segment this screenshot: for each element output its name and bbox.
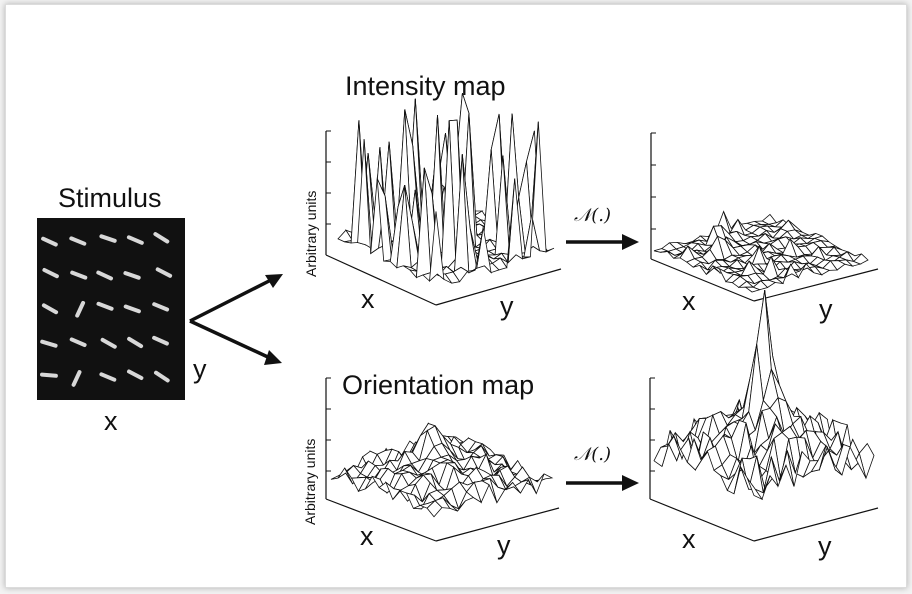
intensity-normalized-y-label: y [819,294,833,324]
stimulus-bar [75,300,86,318]
orientation-raw-axes [325,377,560,542]
intensity-y-axis-label: Arbitrary units [303,191,319,277]
orientation-raw-x-label: x [360,521,374,551]
intensity-raw-y-label: y [500,291,514,321]
stimulus-bar [96,301,114,311]
stimulus-bar [71,370,82,387]
intensity-normalized-axes [650,132,879,302]
stimulus-bar [153,232,170,244]
orientation-y-axis-label: Arbitrary units [302,439,318,525]
orientation-raw-surface [330,422,554,518]
stimulus-bar [127,369,144,380]
surface-facet [746,477,764,501]
stimulus-bar [152,302,170,312]
stimulus-bar [69,236,87,246]
orientation-normalized-y-label: y [818,531,832,561]
stimulus-bar [99,372,117,382]
normalization-operator-label: 𝒩(.) [574,205,611,226]
surface-facet [744,286,761,293]
split-arrows [189,274,283,365]
stimulus-bar [41,303,59,315]
saliency-diagram: Stimulus y x Intensity map Orientation m… [37,71,879,561]
figure-panel: Stimulus y x Intensity map Orientation m… [5,4,907,588]
stimulus-bar [40,372,58,378]
stimulus-bar [126,235,144,245]
stimulus-title: Stimulus [58,183,162,213]
intensity-title: Intensity map [345,71,506,101]
stimulus-bar [127,336,144,349]
surface-facet [429,211,445,282]
orientation-normalized-surface [653,290,875,501]
stimulus-bar [99,234,117,243]
stimulus-bar [100,337,117,349]
stimulus-x-label: x [104,406,118,436]
stimulus-bar [40,339,58,348]
stimulus-y-label: y [193,354,207,384]
stimulus-bar [96,270,113,281]
normalization-operator-label-bottom: 𝒩(.) [574,444,611,465]
stimulus-bar [154,370,170,383]
orientation-raw-y-label: y [497,530,511,560]
stimulus-bar [152,335,169,346]
surface-facet [426,500,443,518]
intensity-normalized-x-label: x [682,286,696,316]
stimulus-bar [123,271,141,280]
stimulus-bar [155,267,173,278]
stimulus-bar [123,304,141,314]
stimulus-bar [41,236,58,247]
orientation-normalized-axes [649,377,879,542]
stimulus-bars [40,232,173,387]
normalization-operator-bottom: 𝒩(.) [566,444,639,491]
stimulus-bar [42,268,59,279]
normalization-operator-top: 𝒩(.) [566,205,639,250]
intensity-raw-surface [337,93,555,284]
stimulus-bar [69,337,87,347]
intensity-raw-axes [325,130,562,306]
orientation-title: Orientation map [342,370,534,400]
orientation-normalized-x-label: x [682,524,696,554]
stimulus-bar [70,270,88,280]
intensity-raw-x-label: x [361,284,375,314]
stimulus-image [37,218,185,400]
intensity-normalized-surface [653,210,869,293]
